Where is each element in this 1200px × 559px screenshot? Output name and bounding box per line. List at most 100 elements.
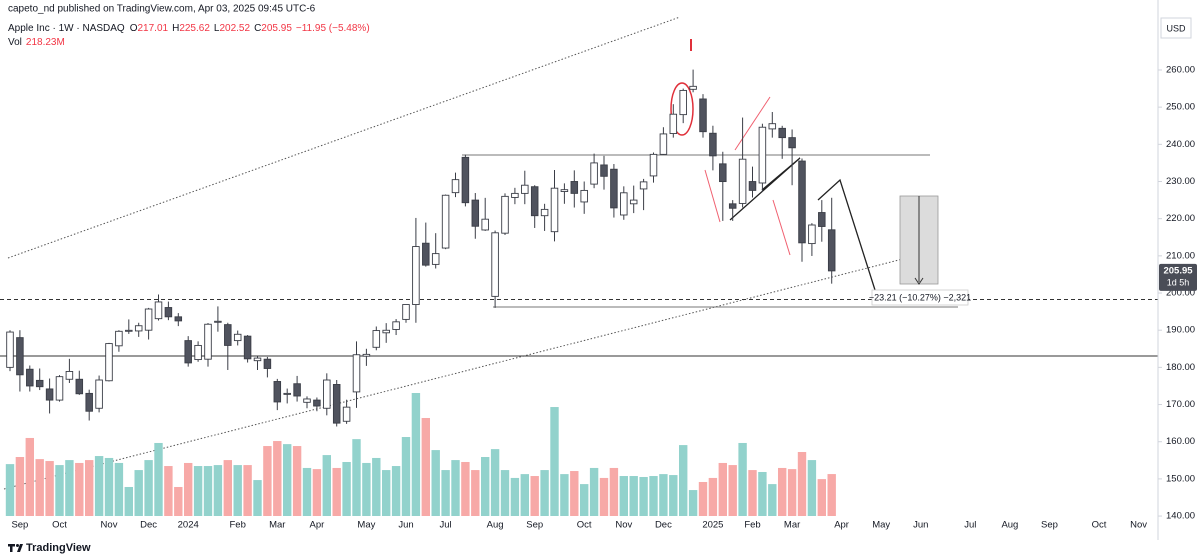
volume-bar [94,456,104,516]
ohlc-value: 225.62 [179,23,210,34]
volume-bar [164,466,173,516]
volume-bar [659,474,668,516]
volume-bar [45,461,54,516]
volume-bar [619,476,628,516]
volume-bar [263,446,272,516]
price-tag-label: 205.95 [1163,265,1193,276]
candle-body [768,123,777,130]
volume-bar [283,444,292,516]
x-tick-label: Aug [487,520,504,531]
volume-bar [114,462,124,516]
candle-body [798,160,806,244]
logo-part [17,544,23,552]
volume-bar [748,470,757,516]
candle-body [570,181,579,194]
x-tick-label: Dec [140,520,157,531]
volume-bar [25,437,34,516]
volume-bar [580,484,589,516]
x-tick-label: 2024 [178,520,199,531]
volume-bar [134,470,143,516]
x-tick-label: Jul [440,520,452,531]
volume-bar [679,445,688,516]
x-tick-label: Nov [1130,520,1147,531]
drawings [0,16,1158,490]
countdown: 1d 5h [1167,277,1190,287]
volume-bar [124,486,133,516]
volume-bar [5,464,15,516]
volume-bar [174,486,183,516]
volume-bar [223,460,232,516]
volume-bar [233,465,242,516]
candle-body [243,335,252,360]
candle-body [352,354,361,393]
ohlc-key: C [254,23,261,34]
candle-body [35,379,44,388]
candle-body [491,232,499,297]
candle-body [412,246,420,305]
ohlc-key: O [130,23,138,34]
x-tick-label: May [357,520,375,531]
y-tick-label: 230.00 [1166,176,1195,187]
candle-body [511,192,519,198]
candle-body [778,127,786,139]
volume-bar [599,477,609,516]
candle-body [382,329,390,334]
candle-body [689,85,697,90]
volume-bar [768,484,777,516]
candle-body [461,156,470,204]
candle-body [273,381,282,403]
volume-bar [797,452,807,516]
candle-body [818,212,826,227]
volume-bar [342,461,351,516]
volume-bar [292,446,302,516]
ohlc-key: L [214,23,220,34]
candle-body [154,301,163,320]
volume-bar [778,467,787,516]
candle-body [164,307,173,318]
volume-bar [698,481,708,516]
y-tick-label: 190.00 [1166,325,1195,336]
candle-body [748,181,757,191]
red-line [772,199,791,256]
volume-bar [738,442,747,516]
volume-bar [65,460,74,516]
volume-bar [550,407,559,516]
publisher-line: capeto_nd published on TradingView.com, … [8,4,316,15]
candle-body [303,398,311,403]
candle-body [323,379,331,409]
volume-bar [401,437,411,516]
volume-bar [213,465,223,516]
candle-body [501,195,509,234]
measure-label: −23.21 (−10.27%) −2,321 [869,292,971,302]
candle-body [45,388,54,401]
x-tick-label: Feb [744,520,760,531]
candle-body [709,132,717,157]
volume-bar [718,462,727,516]
volume-bar [332,467,341,516]
candle-body [521,184,529,194]
candle-body [194,344,202,361]
candle-body [649,153,658,177]
candle-body [214,320,222,323]
brand: TradingView [26,542,91,554]
volume-bar [322,455,331,516]
x-tick-label: Dec [655,520,672,531]
ohlc-value: 202.52 [219,23,250,34]
volume-bar [471,470,480,516]
candle-body [293,383,301,397]
x-tick-label: Nov [615,520,632,531]
volume-bar [421,417,430,516]
candle-body [332,384,341,424]
red-line [704,169,721,223]
candle-body [362,353,371,357]
volume-bar [144,460,153,516]
volume-bar [253,480,262,516]
volume-bar [817,479,826,516]
x-tick-label: Jun [913,520,928,531]
ohlc-key: H [172,23,179,34]
candle-body [134,325,143,332]
y-tick-label: 180.00 [1166,362,1195,373]
ohlc-value: 205.95 [261,23,292,34]
candle-body [699,98,707,133]
